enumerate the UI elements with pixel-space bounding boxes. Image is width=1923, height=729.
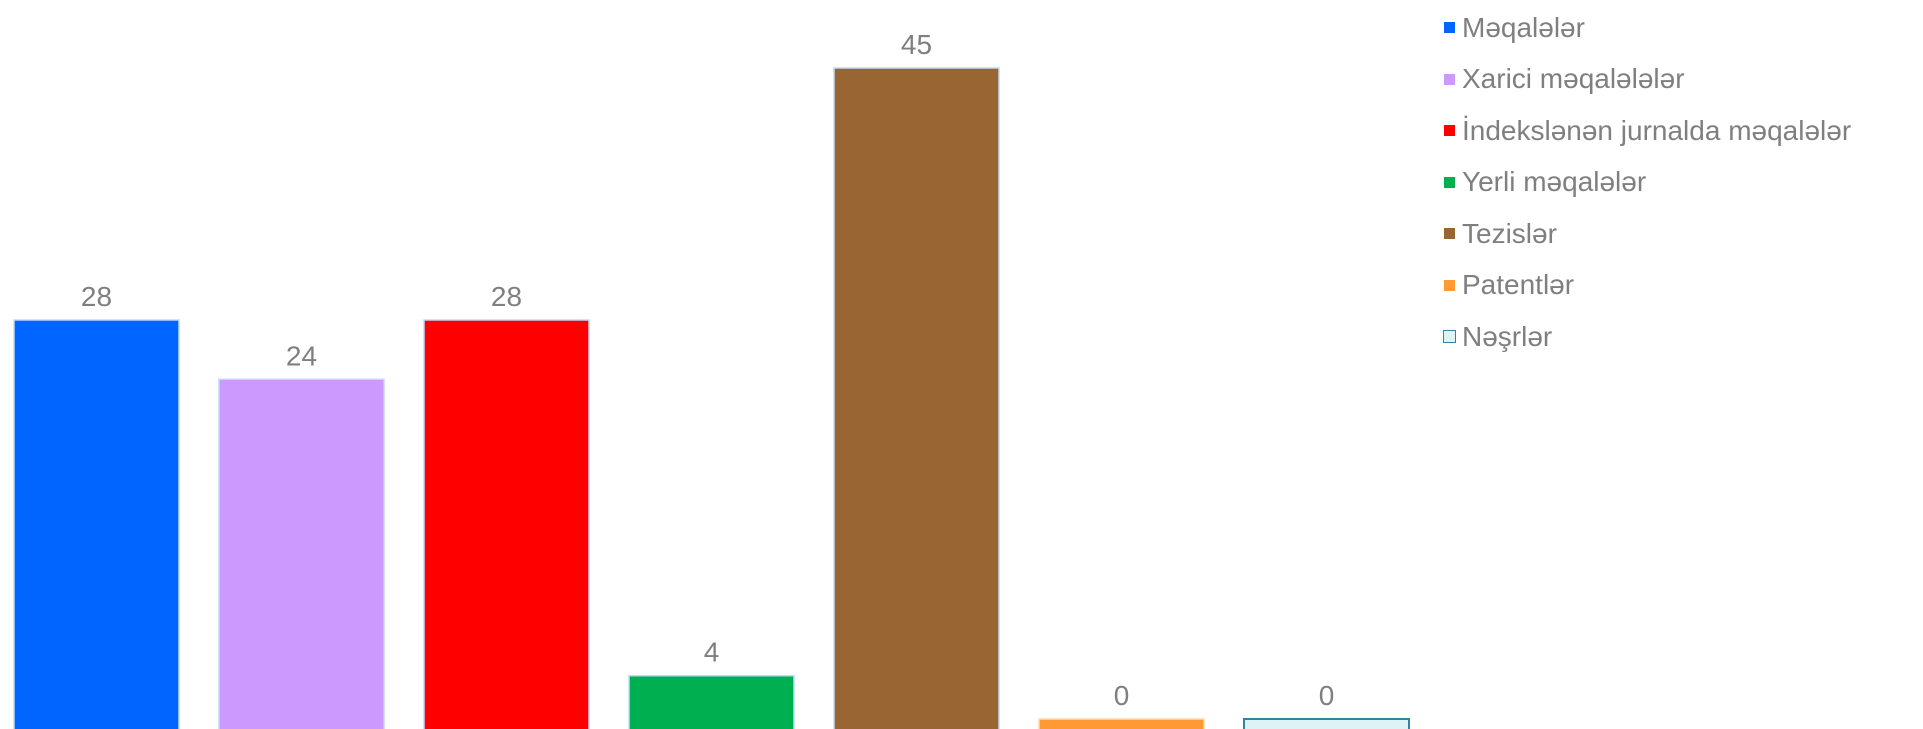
data-labels-group: 28 24 28 4 45 0 0 xyxy=(81,29,1334,711)
bars-group xyxy=(13,67,1410,729)
data-label-2: 24 xyxy=(286,340,317,371)
legend-swatch-icon xyxy=(1443,330,1456,344)
legend-swatch-icon xyxy=(1443,72,1456,86)
legend-swatch-icon xyxy=(1443,227,1456,241)
legend-item-meqaleler: Məqalələr xyxy=(1443,2,1851,54)
legend-label: Nəşrlər xyxy=(1462,320,1553,352)
chart-legend: Məqalələr Xarici məqalələlər İndekslənən… xyxy=(1443,2,1851,363)
bar-3 xyxy=(423,319,590,729)
legend-item-indekslenen-jurnalda: İndekslənən jurnalda məqalələr xyxy=(1443,105,1851,157)
legend-label: Patentlər xyxy=(1462,269,1575,301)
data-label-5: 45 xyxy=(901,29,932,60)
bar-7 xyxy=(1243,718,1410,729)
bar-1 xyxy=(13,319,180,729)
legend-swatch-icon xyxy=(1443,124,1456,138)
legend-swatch-icon xyxy=(1443,21,1456,35)
legend-label: Tezislər xyxy=(1462,217,1557,249)
data-label-3: 28 xyxy=(491,281,522,312)
legend-item-patentler: Patentlər xyxy=(1443,260,1851,312)
legend-label: Məqalələr xyxy=(1462,11,1585,43)
bar-2 xyxy=(218,378,385,729)
legend-swatch-icon xyxy=(1443,175,1456,189)
legend-item-tezisler: Tezislər xyxy=(1443,208,1851,260)
legend-label: Xarici məqalələlər xyxy=(1462,63,1685,95)
legend-swatch-icon xyxy=(1443,278,1456,292)
bar-4 xyxy=(628,674,795,729)
data-label-6: 0 xyxy=(1114,680,1130,711)
data-label-4: 4 xyxy=(704,637,720,668)
bar-5 xyxy=(833,67,1000,729)
legend-label: İndekslənən jurnalda məqalələr xyxy=(1462,114,1852,146)
legend-item-yerli-meqaleler: Yerli məqalələr xyxy=(1443,157,1851,209)
bar-6 xyxy=(1038,718,1205,729)
legend-label: Yerli məqalələr xyxy=(1462,166,1647,198)
legend-item-xarici-meqaleler: Xarici məqalələlər xyxy=(1443,54,1851,106)
legend-item-nesrler: Nəşrlər xyxy=(1443,311,1851,363)
data-label-7: 0 xyxy=(1319,680,1335,711)
data-label-1: 28 xyxy=(81,281,112,312)
